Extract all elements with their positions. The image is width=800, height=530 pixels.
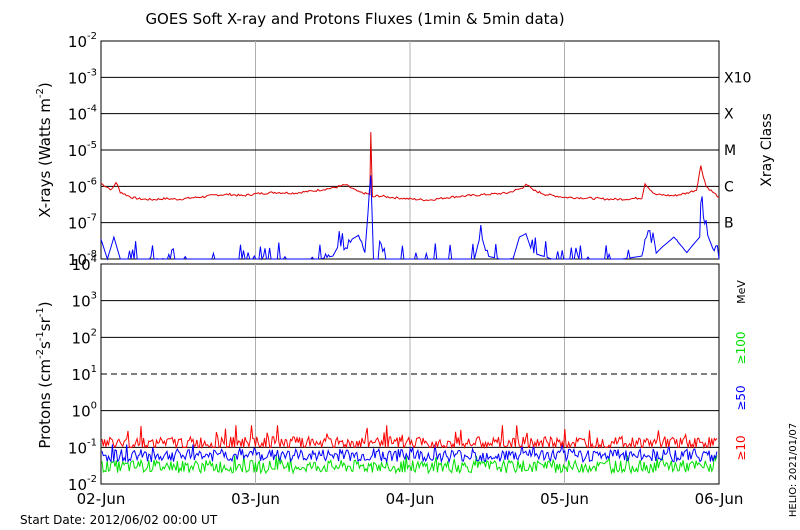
xray-series-group xyxy=(100,132,720,261)
chart-title: GOES Soft X-ray and Protons Fluxes (1min… xyxy=(145,10,564,28)
x-tick-label: 03-Jun xyxy=(231,490,280,508)
xray-y-tick-label: 10-8 xyxy=(68,249,97,269)
proton-y-tick-label: 102 xyxy=(72,327,97,347)
xray-class-label: C xyxy=(724,179,734,195)
credit-label: HELIO: 2021/01/07 xyxy=(788,423,799,517)
proton-y-tick-label: 100 xyxy=(72,401,97,421)
proton-legend-entry: ≥10 xyxy=(734,435,748,460)
xray-panel: 10-2 10-3 10-4 10-5 10-6 10-7 10-8 X10 X M C B Xra… xyxy=(35,31,775,269)
x-tick-label: 05-Jun xyxy=(540,490,589,508)
proton-series-group xyxy=(101,425,718,475)
proton-legend: ≥100 ≥50 ≥10 xyxy=(734,332,748,461)
start-date-label: Start Date: 2012/06/02 00:00 UT xyxy=(20,513,218,527)
proton-y-tick-labels: 104 103 102 101 100 10-1 10-2 xyxy=(68,254,97,494)
xray-y-tick-label: 10-5 xyxy=(68,140,97,160)
proton-y-tick-label: 101 xyxy=(72,364,97,384)
x-tick-label: 04-Jun xyxy=(386,490,435,508)
xray-class-label: M xyxy=(724,143,736,159)
xray-y-tick-label: 10-7 xyxy=(68,213,97,233)
xray-class-label: X xyxy=(724,107,734,123)
xray-long-series xyxy=(100,132,720,202)
proton-panel: 104 103 102 101 100 10-1 10-2 ≥100 ≥50 ≥10 MeV P… xyxy=(35,254,748,494)
proton-legend-entry: ≥100 xyxy=(734,332,748,365)
xray-short-series xyxy=(100,175,720,261)
proton-unit-label: MeV xyxy=(735,280,748,304)
xray-class-label: X10 xyxy=(724,70,751,86)
xray-class-labels: X10 X M C B xyxy=(724,70,751,231)
xray-y-axis-label: X-rays (Watts m-2) xyxy=(35,82,54,217)
xray-y-tick-label: 10-3 xyxy=(68,67,97,87)
proton-y-tick-label: 10-2 xyxy=(68,474,97,494)
xray-y-tick-label: 10-6 xyxy=(68,176,97,196)
xray-class-axis-label: Xray Class xyxy=(759,113,775,187)
xray-y-tick-labels: 10-2 10-3 10-4 10-5 10-6 10-7 10-8 xyxy=(68,31,97,269)
xray-y-tick-label: 10-2 xyxy=(68,31,97,51)
proton-series-50mev xyxy=(101,444,718,464)
x-tick-label: 02-Jun xyxy=(77,490,126,508)
xray-class-label: B xyxy=(724,216,734,232)
proton-legend-entry: ≥50 xyxy=(734,385,748,410)
x-axis-tick-labels: 02-Jun 03-Jun 04-Jun 05-Jun 06-Jun xyxy=(77,490,744,508)
proton-y-axis-label: Protons (cm-2s-1sr-1) xyxy=(35,301,54,448)
xray-gridlines xyxy=(101,41,719,259)
x-tick-label: 06-Jun xyxy=(695,490,744,508)
xray-y-tick-label: 10-4 xyxy=(68,104,97,124)
proton-y-tick-label: 103 xyxy=(72,291,97,311)
proton-series-100mev xyxy=(101,455,718,475)
proton-y-tick-label: 104 xyxy=(72,254,97,274)
proton-y-tick-label: 10-1 xyxy=(68,437,97,457)
proton-series-10mev xyxy=(101,425,718,450)
